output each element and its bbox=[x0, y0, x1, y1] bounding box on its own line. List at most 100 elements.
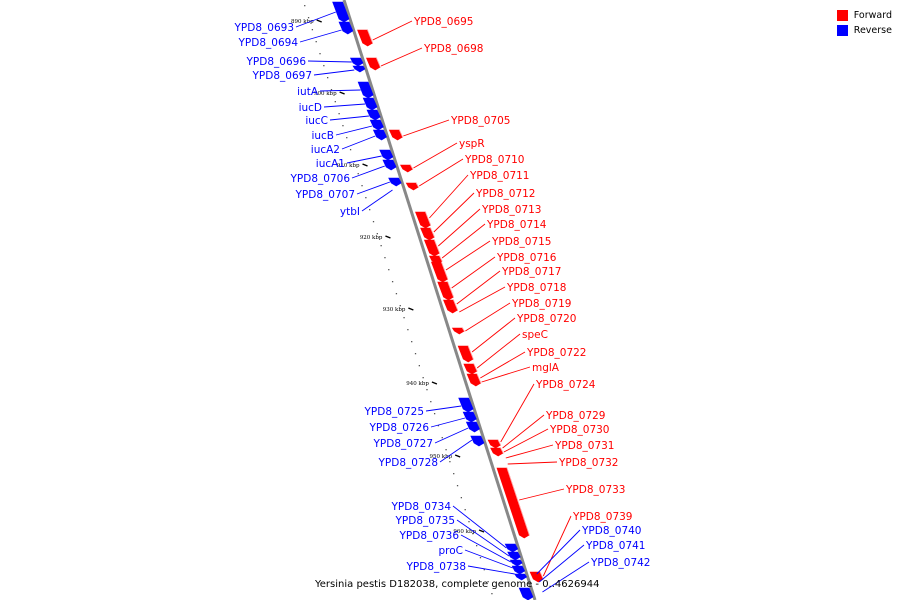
reverse-gene-label[interactable]: YPD8_0741 bbox=[585, 540, 645, 552]
legend-forward-label: Forward bbox=[853, 10, 892, 21]
reverse-gene-label[interactable]: YPD8_0736 bbox=[399, 530, 460, 542]
reverse-gene-feature bbox=[382, 159, 397, 171]
forward-gene-label[interactable]: YPD8_0715 bbox=[491, 236, 551, 248]
tick-label: 940 kbp bbox=[406, 381, 429, 387]
feature-highlight bbox=[506, 467, 530, 536]
track-dot bbox=[327, 77, 329, 79]
reverse-leader-line bbox=[341, 135, 376, 150]
reverse-gene-label[interactable]: YPD8_0727 bbox=[373, 438, 433, 450]
forward-leader-line bbox=[380, 47, 423, 67]
forward-gene-label[interactable]: YPD8_0722 bbox=[526, 347, 586, 359]
forward-leader-line bbox=[480, 351, 526, 379]
forward-gene-label[interactable]: YPD8_0714 bbox=[486, 219, 547, 231]
reverse-gene-label[interactable]: YPD8_0696 bbox=[246, 56, 307, 68]
reverse-gene-label[interactable]: YPD8_0694 bbox=[238, 37, 299, 49]
forward-gene-label[interactable]: YPD8_0712 bbox=[475, 188, 535, 200]
reverse-gene-label[interactable]: proC bbox=[438, 545, 463, 557]
feature-highlight bbox=[539, 571, 544, 580]
feature-highlight bbox=[447, 281, 454, 298]
forward-gene-label[interactable]: YPD8_0719 bbox=[511, 298, 571, 310]
forward-leader-line bbox=[542, 515, 572, 577]
feature-highlight bbox=[399, 129, 403, 138]
reverse-gene-feature bbox=[369, 119, 384, 131]
tick-label: 930 kbp bbox=[383, 307, 406, 313]
feature-highlight bbox=[410, 164, 414, 170]
track-dot bbox=[407, 329, 409, 331]
forward-gene-label[interactable]: YPD8_0713 bbox=[481, 204, 541, 216]
reverse-leader-line bbox=[356, 181, 391, 195]
track-dot bbox=[414, 353, 417, 355]
reverse-leader-line bbox=[467, 565, 515, 575]
forward-gene-label[interactable]: yspR bbox=[459, 138, 485, 150]
forward-gene-label[interactable]: YPD8_0731 bbox=[554, 440, 614, 452]
reverse-leader-line bbox=[538, 544, 585, 583]
forward-swatch bbox=[836, 10, 848, 21]
reverse-gene-label[interactable]: YPD8_0735 bbox=[395, 515, 455, 527]
track-dot bbox=[338, 113, 340, 115]
forward-gene-label[interactable]: YPD8_0720 bbox=[516, 313, 576, 325]
gene-features bbox=[332, 1, 544, 600]
reverse-gene-label[interactable]: iucA1 bbox=[316, 158, 345, 170]
reverse-leader-line bbox=[456, 519, 510, 557]
forward-gene-label[interactable]: YPD8_0718 bbox=[506, 282, 566, 294]
reverse-gene-label[interactable]: iucB bbox=[311, 130, 334, 142]
track-dot bbox=[475, 545, 478, 547]
track-dot bbox=[361, 185, 363, 187]
forward-gene-label[interactable]: YPD8_0698 bbox=[423, 43, 483, 55]
track-dot bbox=[346, 137, 348, 139]
forward-gene-label[interactable]: YPD8_0710 bbox=[464, 154, 524, 166]
track-dot bbox=[307, 17, 310, 19]
forward-gene-label[interactable]: YPD8_0716 bbox=[496, 252, 557, 264]
feature-highlight bbox=[497, 439, 501, 446]
forward-gene-label[interactable]: YPD8_0733 bbox=[565, 484, 625, 496]
forward-gene-label[interactable]: YPD8_0711 bbox=[469, 170, 529, 182]
forward-leader-line bbox=[456, 270, 501, 305]
reverse-gene-label[interactable]: YPD8_0697 bbox=[252, 70, 312, 82]
reverse-gene-feature bbox=[352, 65, 366, 73]
forward-gene-label[interactable]: speC bbox=[522, 329, 548, 341]
forward-gene-label[interactable]: YPD8_0724 bbox=[535, 379, 596, 391]
reverse-gene-label[interactable]: YPD8_0738 bbox=[406, 561, 466, 573]
reverse-gene-label[interactable]: YPD8_0734 bbox=[391, 501, 452, 513]
forward-gene-label[interactable]: YPD8_0695 bbox=[413, 16, 473, 28]
tick-dots bbox=[304, 5, 493, 595]
reverse-gene-label[interactable]: YPD8_0707 bbox=[295, 189, 355, 201]
reverse-gene-label[interactable]: iutA bbox=[297, 86, 319, 98]
track-dot bbox=[388, 269, 390, 271]
forward-gene-label[interactable]: YPD8_0730 bbox=[549, 424, 609, 436]
tick-label: 950 kbp bbox=[430, 454, 453, 460]
reverse-gene-label[interactable]: ytbI bbox=[340, 206, 360, 218]
forward-leader-line bbox=[476, 333, 521, 369]
reverse-gene-feature bbox=[388, 177, 402, 187]
reverse-leader-line bbox=[307, 60, 352, 63]
track-dot bbox=[433, 413, 436, 415]
reverse-leader-line bbox=[323, 103, 366, 108]
forward-gene-label[interactable]: YPD8_0732 bbox=[558, 457, 618, 469]
reverse-leader-line bbox=[542, 561, 590, 593]
forward-gene-label[interactable]: YPD8_0739 bbox=[572, 511, 632, 523]
reverse-gene-label[interactable]: iucD bbox=[299, 102, 322, 114]
reverse-leader-line bbox=[361, 189, 393, 212]
reverse-gene-label[interactable]: iucA2 bbox=[311, 144, 340, 156]
forward-gene-label[interactable]: YPD8_0705 bbox=[450, 115, 510, 127]
track-dot bbox=[304, 5, 306, 7]
reverse-gene-label[interactable]: YPD8_0728 bbox=[378, 457, 438, 469]
reverse-leader-line bbox=[319, 89, 361, 92]
reverse-gene-label[interactable]: YPD8_0726 bbox=[369, 422, 430, 434]
reverse-gene-feature bbox=[372, 129, 387, 141]
reverse-gene-label[interactable]: YPD8_0725 bbox=[364, 406, 424, 418]
reverse-gene-label[interactable]: YPD8_0742 bbox=[590, 557, 650, 569]
reverse-leader-line bbox=[464, 549, 513, 569]
forward-gene-feature bbox=[400, 164, 414, 173]
reverse-gene-label[interactable]: YPD8_0740 bbox=[581, 525, 641, 537]
tick-mark bbox=[454, 454, 461, 458]
reverse-leader-line bbox=[434, 427, 469, 444]
reverse-gene-label[interactable]: YPD8_0693 bbox=[234, 22, 294, 34]
forward-gene-label[interactable]: YPD8_0729 bbox=[545, 410, 605, 422]
forward-leader-line bbox=[507, 461, 558, 465]
forward-leader-line bbox=[413, 142, 458, 169]
forward-gene-label[interactable]: YPD8_0717 bbox=[501, 266, 561, 278]
forward-gene-label[interactable]: mglA bbox=[532, 362, 560, 374]
reverse-gene-label[interactable]: YPD8_0706 bbox=[290, 173, 351, 185]
reverse-gene-label[interactable]: iucC bbox=[305, 115, 328, 127]
